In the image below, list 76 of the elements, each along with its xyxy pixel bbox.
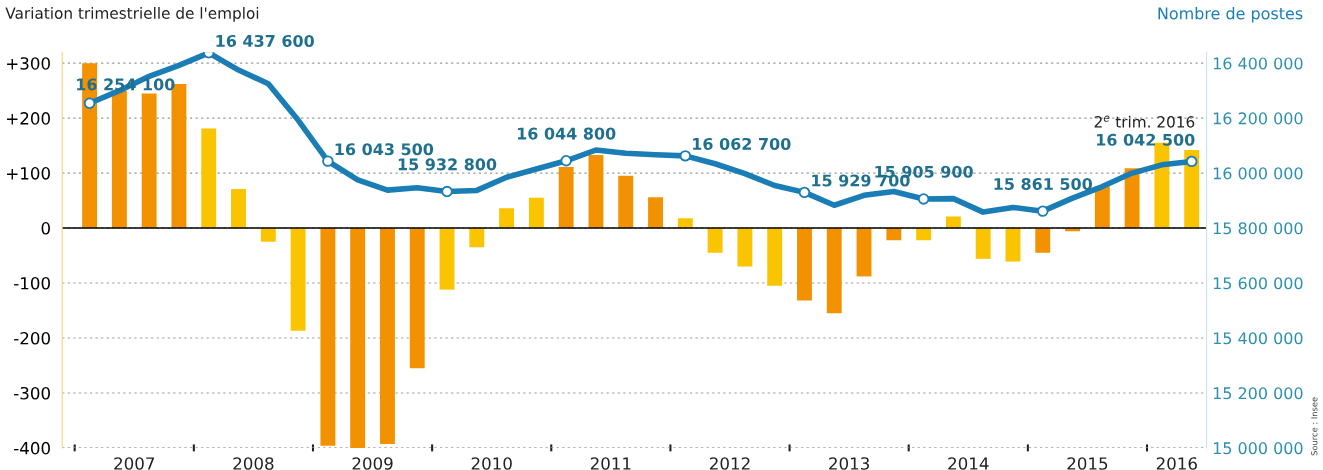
bar	[826, 228, 842, 314]
point	[679, 150, 692, 162]
bar	[260, 228, 276, 242]
y-axis-title: Variation trimestrielle de l'emploi	[5, 7, 259, 22]
data-label: 16 043 500	[335, 143, 434, 156]
x-tick-label: 2011	[590, 457, 631, 470]
y-tick-label: +200	[7, 112, 50, 125]
x-tick-label: 2012	[710, 457, 750, 470]
point	[1185, 155, 1198, 168]
data-label: 15 861 500	[994, 177, 1092, 190]
data-label: 16 042 500	[1097, 133, 1195, 146]
bar	[439, 228, 455, 290]
annotation: 2$^{e}$ trim. 2016	[1094, 115, 1195, 128]
y2-tick-label: 15 000 000	[1213, 442, 1303, 455]
x-tick-label: 2009	[352, 457, 393, 470]
y2-tick-label: 15 400 000	[1213, 332, 1303, 345]
bar	[588, 154, 604, 229]
bar	[1035, 228, 1051, 253]
point	[83, 97, 96, 109]
bar	[141, 93, 157, 229]
data-label: 16 062 700	[693, 137, 791, 150]
bar	[469, 228, 485, 248]
y-tick-label: -200	[14, 331, 50, 345]
x-tick-label: 2014	[948, 457, 989, 470]
bar	[856, 228, 872, 277]
y2-tick-label: 16 400 000	[1213, 57, 1303, 70]
bar	[797, 228, 812, 301]
y-tick-label: +100	[7, 167, 50, 180]
x-tick-label: 2007	[114, 457, 155, 470]
y2-tick-label: 15 800 000	[1213, 222, 1303, 235]
y-tick-label: -300	[14, 386, 50, 400]
bar	[1005, 228, 1021, 262]
y-tick-label: 0	[41, 222, 50, 235]
bar	[618, 175, 634, 229]
bar	[499, 208, 515, 229]
y2-tick-label: 15 200 000	[1213, 387, 1303, 400]
y2-tick-label: 16 000 000	[1213, 167, 1303, 180]
point	[1037, 205, 1049, 217]
y2-axis-title: Nombre de postes	[1158, 7, 1303, 23]
bar	[528, 197, 544, 229]
y-tick-label: -400	[14, 441, 50, 455]
bar	[409, 228, 425, 369]
bar	[201, 128, 217, 229]
bar	[886, 228, 902, 241]
bar	[290, 228, 306, 331]
y-tick-label: -100	[14, 276, 50, 290]
bar	[350, 228, 366, 448]
x-tick-label: 2013	[829, 457, 870, 470]
bar	[320, 228, 336, 446]
bar	[767, 228, 783, 286]
x-tick-label: 2015	[1067, 457, 1108, 470]
bar	[707, 228, 723, 253]
point	[917, 193, 930, 205]
bar	[231, 189, 246, 229]
bar	[737, 228, 753, 267]
data-label: 15 932 800	[398, 158, 497, 171]
y2-tick-label: 15 600 000	[1213, 277, 1303, 290]
point	[322, 155, 334, 167]
bar	[975, 228, 991, 259]
point	[798, 186, 811, 199]
x-tick-label: 2016	[1156, 457, 1197, 470]
bar	[916, 228, 932, 241]
y-tick-label: +300	[7, 57, 50, 70]
bar	[677, 218, 693, 229]
bar	[648, 197, 663, 229]
source-note: Source : Insee	[1311, 397, 1318, 456]
x-tick-label: 2008	[233, 457, 274, 470]
point	[441, 185, 453, 198]
bar	[111, 90, 127, 229]
y2-tick-label: 16 200 000	[1213, 112, 1303, 125]
x-tick-label: 2010	[471, 457, 512, 470]
data-label: 16 437 600	[216, 34, 314, 47]
data-label: 16 044 800	[517, 127, 616, 140]
bar	[380, 228, 395, 445]
bar	[558, 167, 574, 229]
point	[560, 155, 572, 167]
